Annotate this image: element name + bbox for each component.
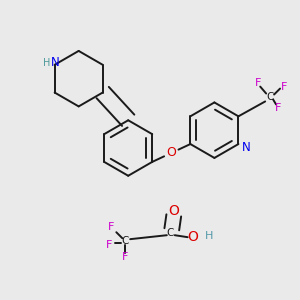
Text: F: F — [108, 222, 115, 232]
Text: F: F — [281, 82, 287, 92]
Text: H: H — [205, 231, 214, 241]
Text: F: F — [255, 78, 261, 88]
Text: F: F — [275, 103, 281, 113]
Text: O: O — [167, 146, 176, 160]
Text: N: N — [51, 56, 60, 69]
Text: C: C — [122, 236, 129, 246]
Text: H: H — [43, 58, 50, 68]
Text: O: O — [168, 204, 179, 218]
Text: N: N — [242, 140, 251, 154]
Text: F: F — [106, 240, 112, 250]
Text: F: F — [122, 252, 128, 262]
Text: O: O — [187, 230, 198, 244]
Text: C: C — [166, 228, 173, 238]
Text: C: C — [266, 92, 274, 101]
